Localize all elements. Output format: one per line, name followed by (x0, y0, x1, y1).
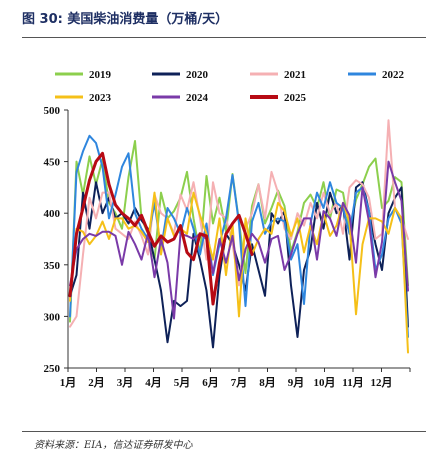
x-tick-label: 11月 (342, 376, 363, 389)
x-tick-label: 9月 (288, 376, 305, 389)
series-line-2023 (69, 191, 409, 354)
x-tick-label: 4月 (145, 376, 162, 389)
series-line-2025 (68, 151, 254, 306)
y-tick-label: 450 (44, 157, 61, 169)
chart-title: 图 30: 美国柴油消费量（万桶/天） (22, 12, 229, 27)
x-axis: 1月 2月 3月 4月 5月 6月 7月 8月 9月 10月 11月 12月 (60, 367, 411, 389)
series-line-2021 (69, 119, 409, 328)
source-rule (22, 431, 426, 432)
source-note: 资料来源：EIA，信达证券研发中心 (34, 440, 193, 451)
series-line-2020 (69, 181, 409, 349)
legend-label-2019: 2019 (89, 69, 112, 81)
legend-label-2023: 2023 (89, 92, 112, 104)
legend-label-2020: 2020 (186, 69, 209, 81)
x-tick-label: 1月 (60, 376, 77, 389)
legend-label-2024: 2024 (186, 92, 209, 104)
legend-label-2022: 2022 (382, 69, 405, 81)
x-tick-label: 12月 (371, 376, 393, 389)
y-tick-label: 300 (44, 311, 61, 323)
legend-label-2021: 2021 (284, 69, 306, 81)
x-tick-label: 6月 (202, 376, 219, 389)
x-tick-label: 3月 (117, 376, 134, 389)
x-tick-label: 2月 (88, 376, 105, 389)
legend: 2019 2020 2021 2022 2023 2024 2025 (55, 69, 405, 104)
y-tick-label: 400 (44, 208, 61, 220)
series-group (68, 119, 409, 354)
title-rule (22, 37, 426, 38)
x-tick-label: 5月 (174, 376, 191, 389)
series-line-2024 (69, 160, 409, 320)
y-tick-label: 500 (44, 105, 61, 117)
y-axis: 250 300 350 400 450 500 (44, 105, 69, 375)
y-tick-label: 250 (44, 363, 61, 375)
y-tick-label: 350 (44, 260, 61, 272)
x-tick-label: 10月 (314, 376, 336, 389)
x-tick-label: 7月 (231, 376, 248, 389)
legend-label-2025: 2025 (284, 92, 307, 104)
series-line-2022 (69, 134, 409, 338)
x-tick-label: 8月 (259, 376, 276, 389)
